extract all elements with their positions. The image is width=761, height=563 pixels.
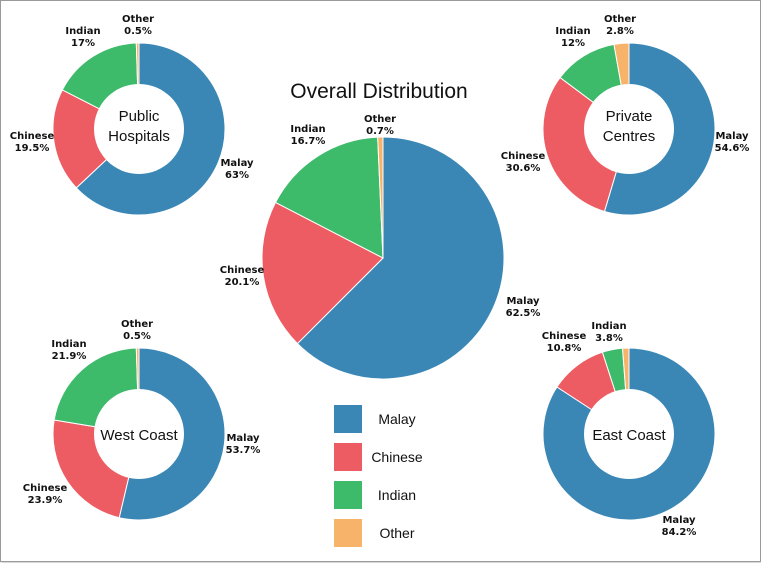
data-label-public-hospitals-malay: Malay 63%: [220, 158, 254, 181]
pie-charts: Malay 62.5% Chinese 20.1% Indian 16.7% Other 0.…: [10, 14, 750, 538]
data-label-private-centres-malay: Malay 54.6%: [715, 131, 750, 154]
pie-east-coast: East Coast Malay 84.2% Chinese 10.8%Indian 3.…: [542, 321, 716, 538]
legend: Malay Chinese Indian Other: [334, 405, 423, 547]
legend-label-chinese: Chinese: [371, 449, 423, 465]
data-label-east-coast-indian: Indian 3.8%: [591, 321, 626, 344]
legend-item-malay: Malay: [334, 405, 416, 433]
legend-swatch-chinese: [334, 443, 362, 471]
data-label-west-coast-indian: Indian 21.9%: [51, 339, 86, 362]
legend-label-indian: Indian: [378, 487, 416, 503]
donut-title-east-coast-0: East Coast: [592, 427, 666, 444]
donut-hole: [584, 84, 674, 174]
data-label-private-centres-indian: Indian 12%: [555, 26, 590, 49]
data-label-overall-distribution-chinese: Chinese 20.1%: [220, 265, 265, 288]
pie-overall-distribution: Malay 62.5% Chinese 20.1% Indian 16.7% Other 0.…: [220, 114, 541, 380]
data-label-east-coast-chinese: Chinese 10.8%: [542, 331, 587, 354]
data-label-private-centres-other: Other 2.8%: [604, 14, 636, 37]
data-label-overall-distribution-other: Other 0.7%: [364, 114, 396, 137]
donut-title-private-centres-1: Centres: [603, 128, 656, 145]
legend-swatch-other: [334, 519, 362, 547]
slice-overall-distribution-other: [377, 136, 384, 259]
slice-overall-distribution-malay: [296, 136, 505, 380]
legend-swatch-indian: [334, 481, 362, 509]
chart-title: Overall Distribution: [290, 80, 467, 103]
legend-item-other: Other: [334, 519, 415, 547]
pie-public-hospitals: Public Hospitals Malay 63% Chinese 19.5% India…: [10, 14, 254, 216]
data-label-overall-distribution-malay: Malay 62.5%: [506, 296, 541, 319]
donut-title-public-hospitals-0: Public: [119, 108, 160, 125]
data-label-overall-distribution-indian: Indian 16.7%: [290, 124, 325, 147]
legend-item-chinese: Chinese: [334, 443, 423, 471]
donut-title-private-centres-0: Private: [606, 108, 653, 125]
donut-title-west-coast-0: West Coast: [100, 427, 178, 444]
legend-label-other: Other: [379, 525, 414, 541]
data-label-east-coast-malay: Malay 84.2%: [662, 515, 697, 538]
data-label-public-hospitals-other: Other 0.5%: [122, 14, 154, 37]
data-label-west-coast-other: Other 0.5%: [121, 319, 153, 342]
pie-private-centres: Private Centres Malay 54.6% Chinese 30.6% Indi…: [501, 14, 750, 216]
legend-item-indian: Indian: [334, 481, 416, 509]
donut-title-public-hospitals-1: Hospitals: [108, 128, 170, 145]
legend-label-malay: Malay: [378, 411, 415, 427]
donut-hole: [94, 84, 184, 174]
slice-overall-distribution-indian: [274, 136, 384, 259]
legend-swatch-malay: [334, 405, 362, 433]
data-label-west-coast-malay: Malay 53.7%: [226, 433, 261, 456]
data-label-public-hospitals-chinese: Chinese 19.5%: [10, 131, 55, 154]
data-label-west-coast-chinese: Chinese 23.9%: [23, 483, 68, 506]
donut-hole: [94, 389, 184, 479]
slice-overall-distribution-chinese: [261, 201, 384, 345]
donut-hole: [584, 389, 674, 479]
data-label-private-centres-chinese: Chinese 30.6%: [501, 151, 546, 174]
data-label-public-hospitals-indian: Indian 17%: [65, 26, 100, 49]
slice-private-centres-chinese: [542, 76, 630, 213]
pie-west-coast: West Coast Malay 53.7% Chinese 23.9% Indian 21…: [23, 319, 261, 521]
